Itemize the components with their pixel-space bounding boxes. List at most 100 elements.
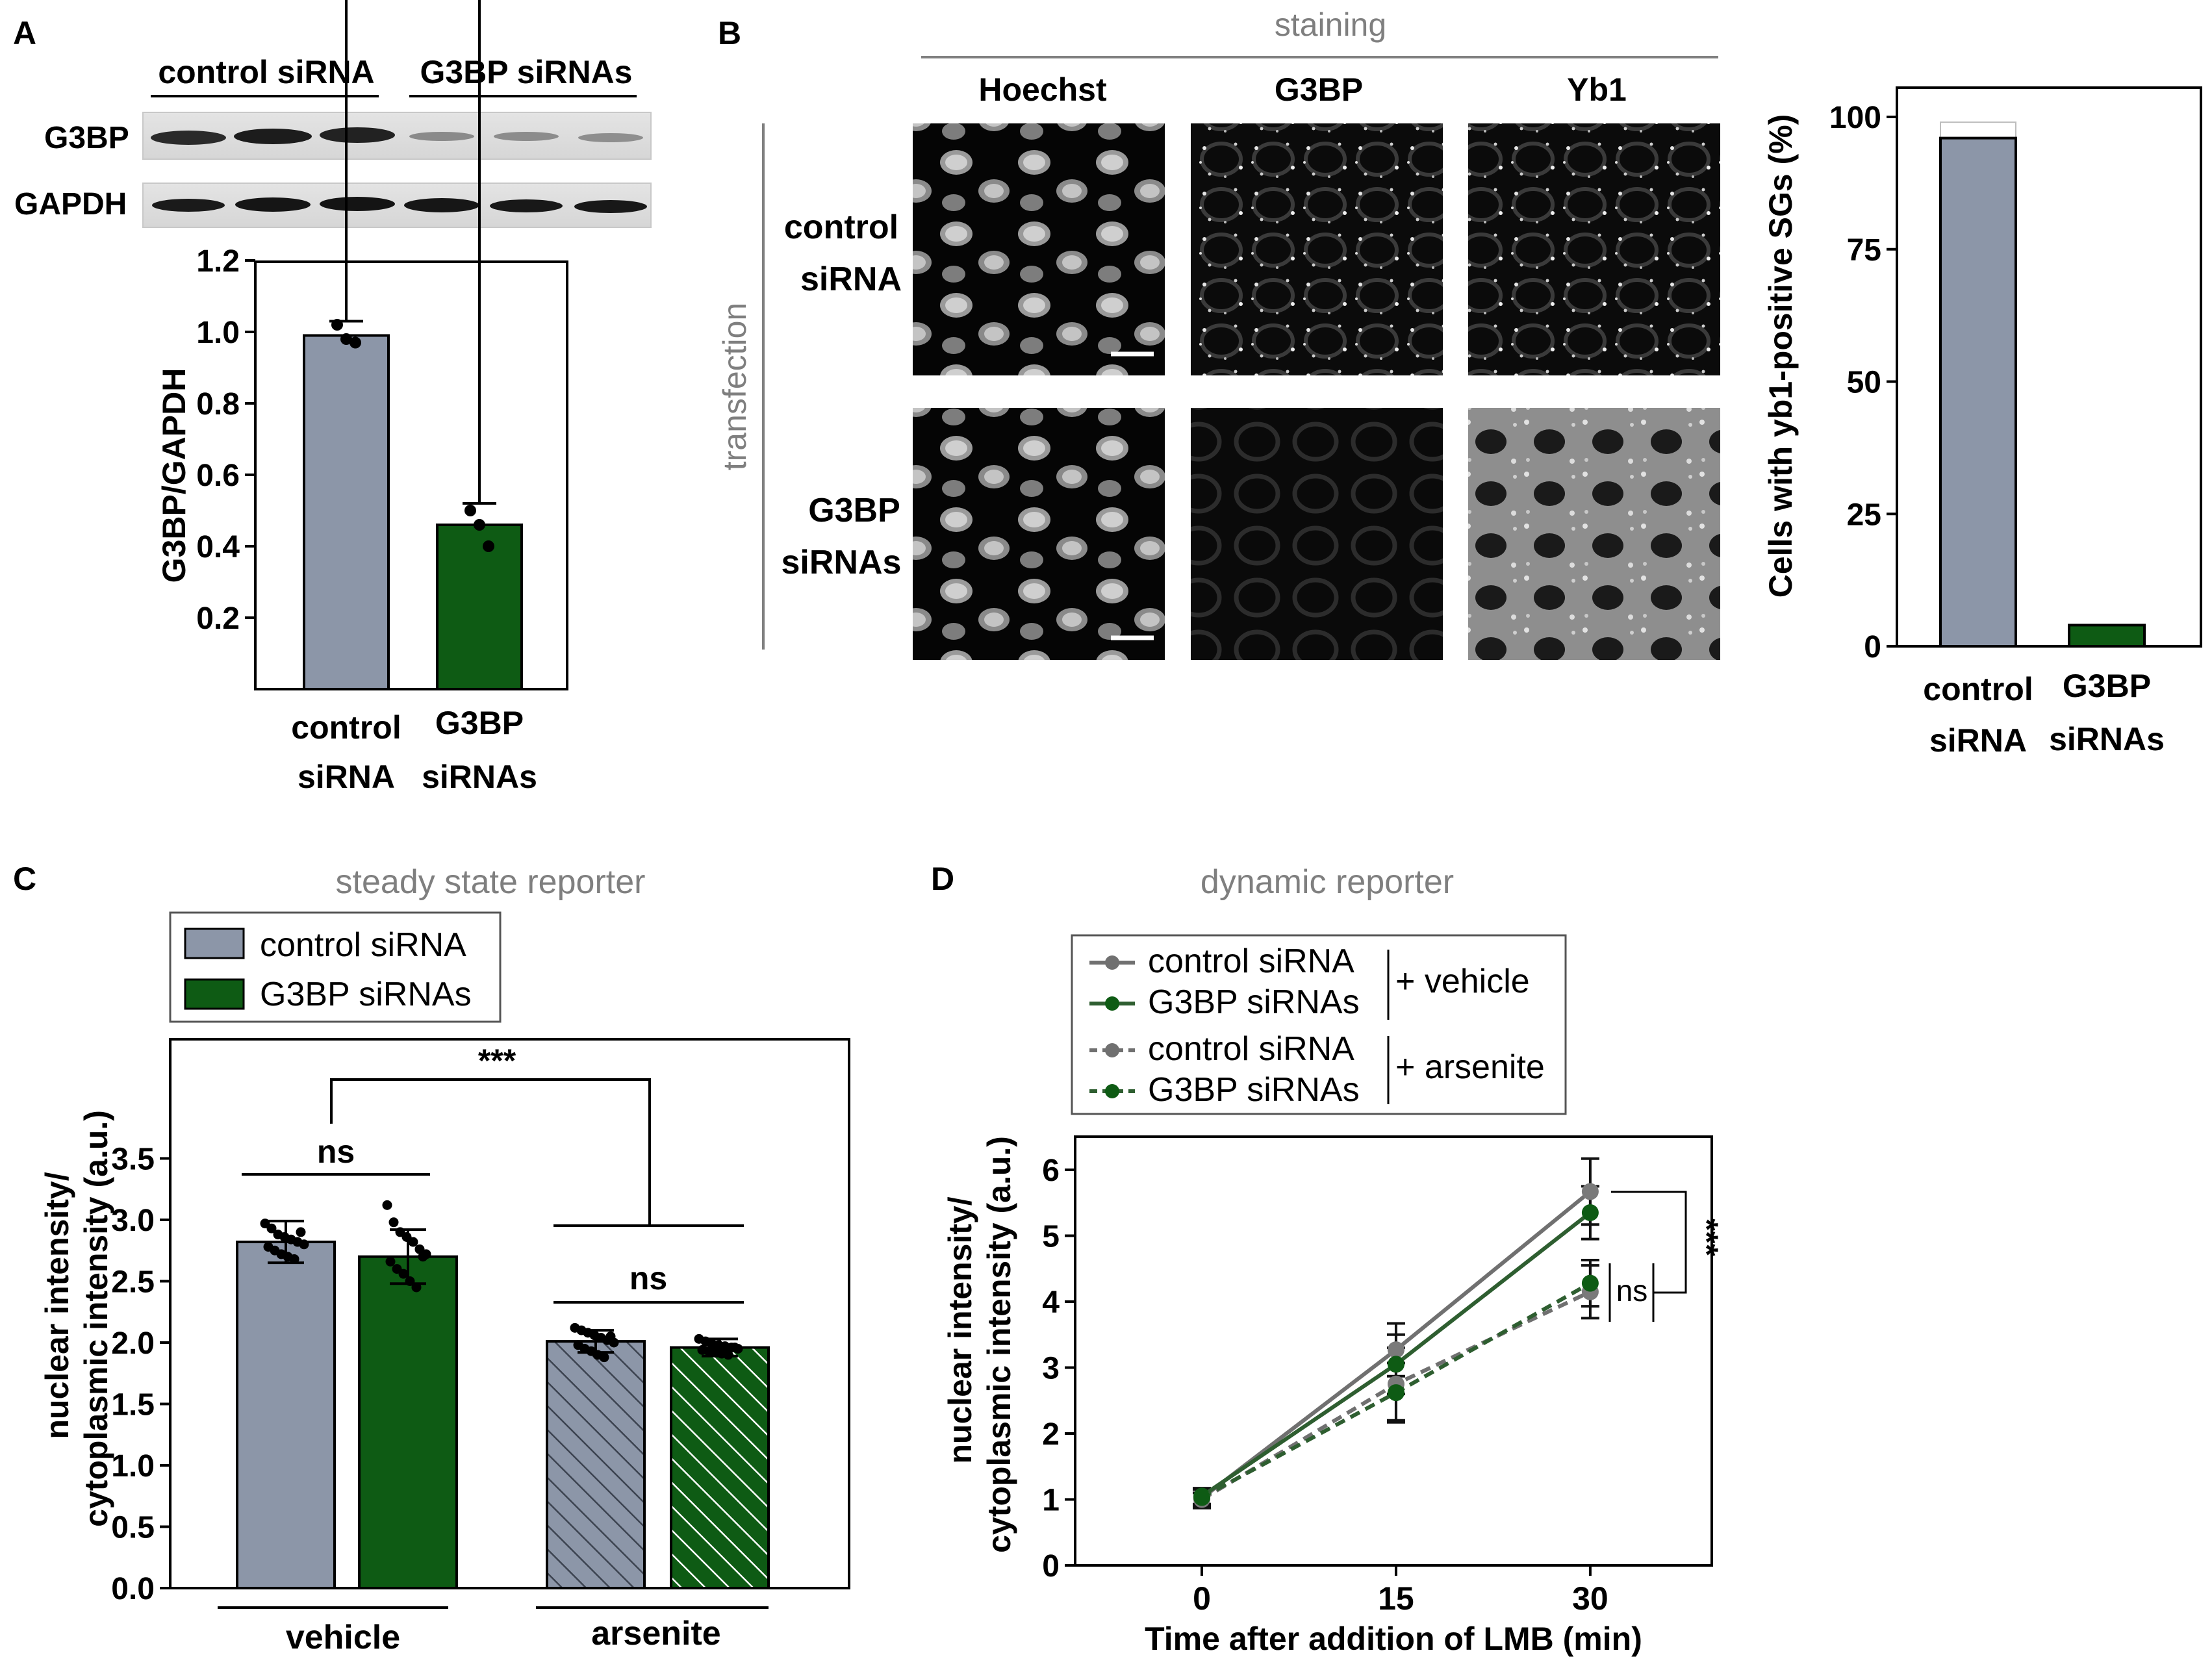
- chart-d-sig-bracket-outer: [1611, 1191, 1687, 1294]
- chart-c-ytick-label: 3.5: [111, 1143, 155, 1177]
- chart-a-ytick-label: 0.2: [196, 601, 240, 636]
- chart-c-point: [405, 1276, 415, 1286]
- chart-d-xtick-label: 15: [1378, 1580, 1414, 1617]
- chart-c-ytick-label: 2.0: [111, 1326, 155, 1361]
- chart-c-sig-label: ***: [478, 1042, 516, 1079]
- chart-c-point: [289, 1254, 299, 1264]
- panel-b-letter: B: [718, 15, 741, 51]
- chart-d-point: [1581, 1183, 1599, 1200]
- chart-c-ytick-label: 0.5: [111, 1511, 155, 1545]
- legend-group-arsenite: + arsenite: [1395, 1048, 1545, 1086]
- chart-c-point: [723, 1350, 733, 1360]
- row-g3bp-line2: siRNAs: [782, 544, 902, 581]
- panel-c-letter: C: [13, 861, 36, 897]
- chart-b-cat-control-line1: control: [1923, 671, 2033, 707]
- row-control-line1: control: [784, 208, 898, 246]
- panel-d-letter: D: [931, 861, 954, 897]
- chart-b-cat-g3bp-line2: siRNAs: [2049, 721, 2165, 757]
- chart-c: 0.0 0.5 1.0 1.5 2.0 2.5 3.0 3.5 ns ns ***: [111, 1042, 770, 1606]
- chart-a-ytick-label: 0.6: [196, 459, 240, 493]
- legend-label-g3bp: G3BP siRNAs: [260, 976, 472, 1013]
- chart-c-point: [388, 1217, 399, 1228]
- chart-a-cat-g3bp-line2: siRNAs: [422, 759, 537, 795]
- panel-b: B staining Hoechst G3BP Yb1 transfection…: [717, 6, 2202, 759]
- chart-c-point: [266, 1223, 277, 1233]
- chart-d-ylabel-line1: nuclear intensity/: [942, 1196, 978, 1463]
- blot-header-control: control siRNA: [158, 54, 374, 90]
- chart-b-bar: [1939, 136, 2017, 648]
- chart-c-sig-label: ns: [317, 1133, 355, 1170]
- western-blot-gapdh: [142, 183, 652, 228]
- chart-b-ytick-label: 50: [1847, 366, 1881, 400]
- staining-header: staining: [1275, 6, 1386, 43]
- chart-a-cat-control-line2: siRNA: [298, 759, 395, 795]
- channel-g3bp: G3BP: [1275, 71, 1363, 108]
- legend-swatch-control: [184, 928, 245, 959]
- micrograph-control-hoechst: [913, 123, 1165, 375]
- chart-b-ytick-label: 100: [1829, 101, 1881, 135]
- micrograph-grid: [913, 123, 1720, 660]
- chart-d-ytick-label: 4: [1042, 1285, 1060, 1320]
- chart-a: 0.2 0.4 0.6 0.8 1.0 1.2: [196, 0, 523, 690]
- chart-c-point: [398, 1269, 409, 1279]
- chart-d-ytick-label: 6: [1042, 1154, 1060, 1188]
- legend-marker-control-vehicle: [1105, 955, 1119, 970]
- chart-a-point: [340, 333, 352, 345]
- chart-c-point: [599, 1352, 609, 1363]
- chart-a-cat-g3bp-line1: G3BP: [435, 705, 524, 741]
- chart-a-point: [483, 540, 494, 552]
- chart-a-ytick-label: 1.0: [196, 316, 240, 350]
- legend-label-control-arsenite: control siRNA: [1148, 1030, 1354, 1068]
- chart-d-ytick-label: 2: [1042, 1417, 1060, 1452]
- legend-box: [1071, 934, 1567, 1115]
- chart-c-point: [411, 1282, 422, 1293]
- legend-group-vehicle: + vehicle: [1395, 963, 1530, 1000]
- blot-row-label-gapdh: GAPDH: [14, 187, 127, 221]
- legend-label-g3bp-vehicle: G3BP siRNAs: [1148, 983, 1360, 1021]
- chart-d: 0 1 2 3 4 5 6 0 15 30 *** ns: [1042, 1154, 1725, 1617]
- chart-c-point: [408, 1237, 418, 1247]
- chart-d-point: [1387, 1384, 1405, 1402]
- micrograph-g3bp-g3bp: [1191, 408, 1443, 660]
- chart-a-point: [464, 505, 476, 516]
- chart-c-point: [418, 1252, 428, 1262]
- blot-header-g3bp: G3BP siRNAs: [420, 54, 633, 90]
- chart-b-bar: [2068, 624, 2146, 648]
- chart-d-point: [1581, 1274, 1599, 1292]
- micrograph-control-g3bp: [1191, 123, 1443, 375]
- chart-d-xtick-label: 0: [1193, 1580, 1211, 1617]
- chart-c-sig-label: ns: [629, 1260, 667, 1296]
- chart-c-point: [299, 1239, 309, 1250]
- chart-c-ytick-label: 0.0: [111, 1572, 155, 1606]
- chart-d-ytick-label: 5: [1042, 1220, 1060, 1254]
- blot-row-label-g3bp: G3BP: [44, 121, 129, 155]
- panel-d: D dynamic reporter control siRNA G3BP si…: [931, 861, 1725, 1657]
- chart-c-bar: [358, 1255, 458, 1589]
- chart-d-sig-label: ns: [1616, 1274, 1648, 1308]
- panel-c: C steady state reporter control siRNA G3…: [13, 861, 850, 1656]
- chart-a-cat-control-line1: control: [291, 709, 401, 746]
- chart-d-point: [1193, 1489, 1210, 1506]
- chart-c-frame: [169, 1038, 850, 1589]
- group-label-arsenite: arsenite: [591, 1615, 720, 1652]
- chart-d-legend: control siRNA G3BP siRNAs + vehicle cont…: [1071, 934, 1567, 1115]
- chart-c-ytick-label: 2.5: [111, 1265, 155, 1300]
- transfection-label: transfection: [717, 303, 753, 470]
- chart-a-point: [350, 336, 361, 349]
- chart-d-ylabel-line2: cytoplasmic intensity (a.u.): [981, 1136, 1017, 1553]
- chart-a-ytick-label: 0.8: [196, 387, 240, 422]
- chart-d-point: [1387, 1341, 1405, 1359]
- chart-c-ytick-label: 1.0: [111, 1449, 155, 1484]
- chart-c-sig-bracket: [330, 1078, 651, 1226]
- chart-d-sig-label: ***: [1688, 1219, 1725, 1257]
- micrograph-g3bp-yb1: [1468, 408, 1720, 660]
- group-label-vehicle: vehicle: [286, 1619, 400, 1656]
- chart-d-frame: [1074, 1135, 1713, 1567]
- chart-b-ytick-label: 75: [1847, 233, 1881, 268]
- legend-marker-g3bp-arsenite: [1105, 1084, 1119, 1098]
- chart-b-cat-g3bp-line1: G3BP: [2063, 668, 2151, 704]
- chart-d-ytick-label: 0: [1042, 1549, 1060, 1584]
- legend-label-control: control siRNA: [260, 926, 466, 964]
- chart-d-ytick-label: 1: [1042, 1484, 1060, 1518]
- legend-label-g3bp-arsenite: G3BP siRNAs: [1148, 1071, 1360, 1109]
